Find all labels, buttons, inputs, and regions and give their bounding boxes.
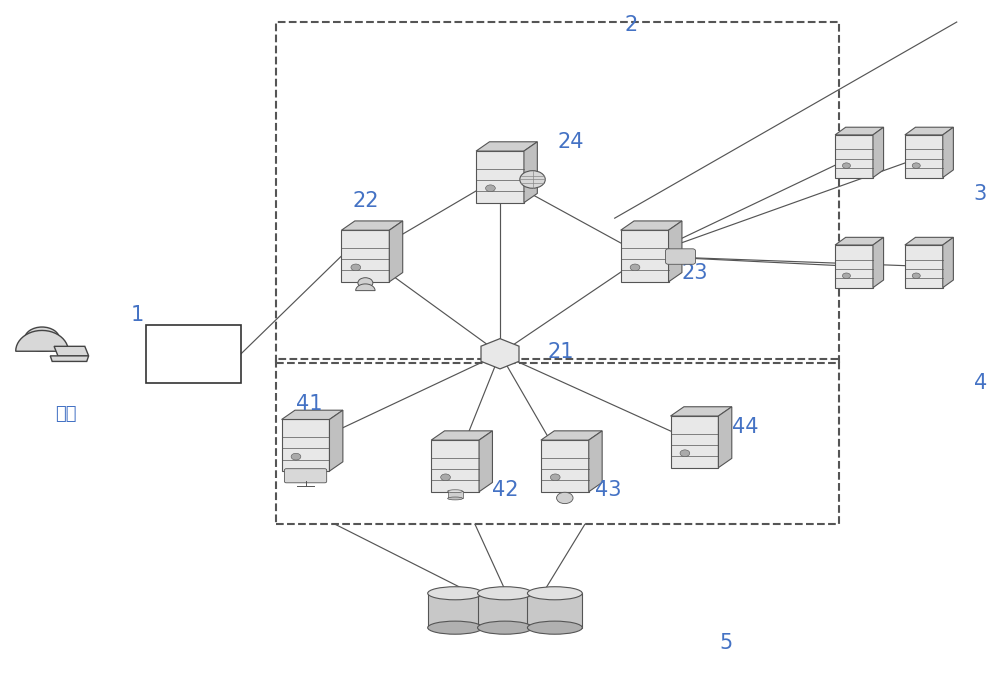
Circle shape [630, 264, 640, 271]
Circle shape [912, 273, 920, 278]
Polygon shape [621, 221, 682, 230]
Text: 42: 42 [492, 480, 519, 500]
Polygon shape [905, 127, 953, 135]
Polygon shape [943, 237, 953, 287]
Polygon shape [341, 221, 403, 230]
Text: 24: 24 [558, 133, 584, 153]
Polygon shape [541, 440, 589, 492]
Ellipse shape [448, 497, 463, 500]
Ellipse shape [478, 621, 532, 634]
Circle shape [557, 492, 573, 504]
FancyBboxPatch shape [666, 249, 695, 264]
Polygon shape [905, 245, 943, 287]
Ellipse shape [428, 621, 483, 634]
Circle shape [351, 264, 361, 271]
Polygon shape [835, 237, 884, 245]
Circle shape [912, 163, 920, 169]
Polygon shape [943, 127, 953, 178]
Polygon shape [282, 419, 329, 471]
Polygon shape [835, 245, 873, 287]
Text: 43: 43 [595, 480, 621, 500]
Polygon shape [905, 237, 953, 245]
Polygon shape [524, 142, 537, 202]
Polygon shape [16, 330, 68, 351]
Polygon shape [479, 431, 492, 492]
Polygon shape [669, 221, 682, 282]
Circle shape [486, 185, 495, 191]
Polygon shape [481, 339, 519, 369]
FancyBboxPatch shape [146, 325, 241, 384]
Text: 23: 23 [681, 263, 708, 283]
Text: 21: 21 [548, 342, 574, 362]
Circle shape [842, 163, 850, 169]
Polygon shape [873, 237, 884, 287]
Polygon shape [329, 410, 343, 471]
Ellipse shape [428, 587, 483, 600]
Ellipse shape [527, 621, 582, 634]
Polygon shape [905, 135, 943, 178]
Polygon shape [835, 127, 884, 135]
Circle shape [441, 474, 450, 481]
FancyBboxPatch shape [284, 468, 327, 483]
Text: 1: 1 [131, 305, 144, 325]
Circle shape [358, 278, 373, 288]
Ellipse shape [478, 587, 532, 600]
Polygon shape [835, 135, 873, 178]
Text: 3: 3 [974, 184, 987, 204]
Polygon shape [282, 410, 343, 419]
Text: 5: 5 [719, 633, 733, 653]
Polygon shape [671, 416, 718, 468]
Circle shape [842, 273, 850, 278]
Polygon shape [476, 151, 524, 202]
Polygon shape [50, 356, 89, 361]
Polygon shape [341, 230, 389, 282]
Polygon shape [478, 594, 532, 627]
Circle shape [680, 450, 690, 457]
Text: 44: 44 [732, 417, 759, 437]
Polygon shape [541, 431, 602, 440]
Ellipse shape [527, 587, 582, 600]
Polygon shape [621, 230, 669, 282]
Circle shape [291, 453, 301, 460]
Polygon shape [431, 431, 492, 440]
Polygon shape [428, 594, 483, 627]
Text: 用户: 用户 [55, 406, 77, 424]
Polygon shape [671, 407, 732, 416]
Text: 4: 4 [974, 373, 987, 393]
Polygon shape [527, 594, 582, 627]
Polygon shape [718, 407, 732, 468]
Polygon shape [873, 127, 884, 178]
Polygon shape [476, 142, 537, 151]
Polygon shape [589, 431, 602, 492]
Circle shape [550, 474, 560, 481]
Polygon shape [431, 440, 479, 492]
Polygon shape [356, 284, 375, 291]
Text: 22: 22 [352, 191, 379, 211]
Polygon shape [54, 346, 89, 356]
Text: 2: 2 [625, 15, 638, 35]
Polygon shape [389, 221, 403, 282]
Circle shape [520, 171, 545, 188]
Circle shape [24, 327, 60, 351]
Ellipse shape [448, 490, 463, 493]
Text: 41: 41 [296, 394, 322, 414]
Polygon shape [448, 491, 463, 498]
